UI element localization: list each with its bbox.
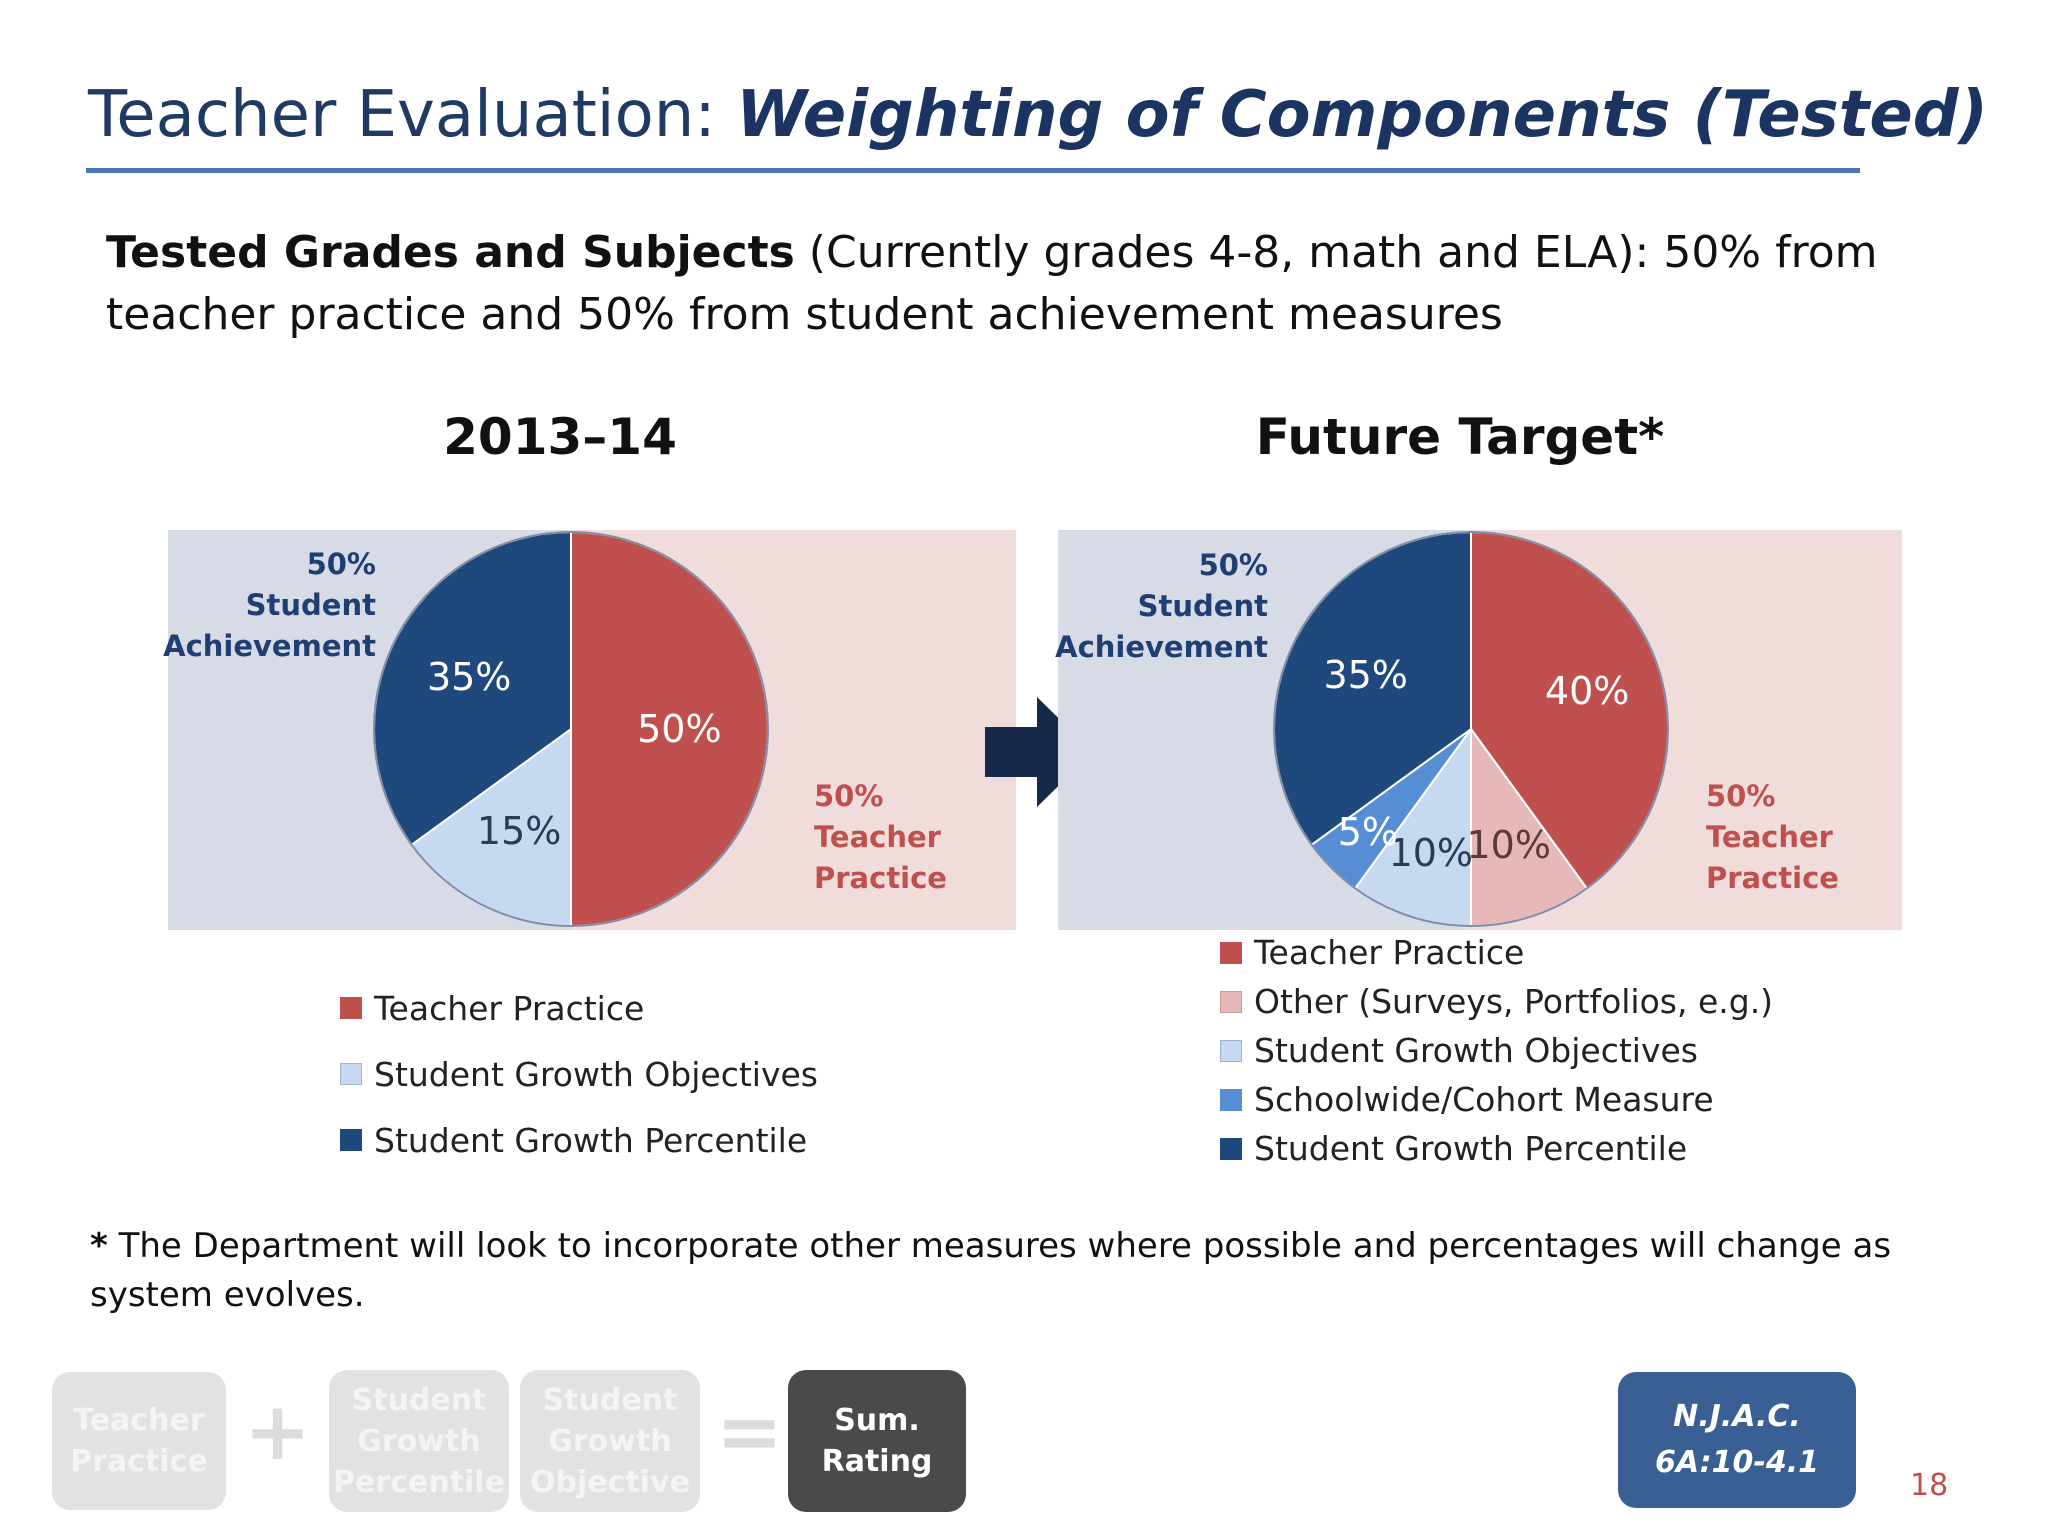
legend-item: Teacher Practice [1220,928,1773,977]
label-line: Student [1137,589,1268,623]
legend-swatch-teacher-practice [1220,941,1242,964]
plus-icon: + [244,1385,312,1478]
flow-line: Percentile [333,1464,505,1500]
label-line: Practice [814,861,947,895]
chart-title-future: Future Target* [1255,408,1665,466]
legend-swatch-schoolwide [1220,1088,1242,1111]
teacher-practice-label-left: 50% Teacher Practice [814,776,994,899]
flow-line: Student [542,1382,678,1418]
legend-label: Teacher Practice [374,988,645,1028]
flow-line: Objective [530,1464,690,1500]
pie-slice-label: 35% [1323,653,1408,698]
footnote: * The Department will look to incorporat… [90,1222,1990,1320]
label-line: Teacher [1706,820,1833,854]
pie-slice-label: 35% [426,655,512,700]
legend-swatch-sgp [340,1129,362,1151]
flow-line: Teacher [73,1403,205,1438]
pie-slice-label: 50% [637,707,722,751]
legend-label: Student Growth Objectives [374,1054,819,1094]
intro-bold: Tested Grades and Subjects [106,227,795,278]
label-line: Achievement [163,629,376,663]
pie-labels-2013: 50% 15% 35% [370,528,772,930]
intro-text: Tested Grades and Subjects (Currently gr… [106,222,1946,346]
flow-line: Growth [548,1423,672,1459]
flow-student-growth-percentile: Student Growth Percentile [329,1370,509,1512]
legend-item: Schoolwide/Cohort Measure [1220,1075,1773,1124]
pie-slice-label: 5% [1337,810,1399,855]
footnote-star: * [90,1226,108,1266]
legend-future: Teacher Practice Other (Surveys, Portfol… [1220,928,1773,1173]
flow-line: Rating [821,1444,933,1479]
transition-arrow-icon [985,697,1093,807]
flow-line: Practice [70,1444,208,1479]
flow-student-growth-objective: Student Growth Objective [520,1370,700,1512]
citation-badge: N.J.A.C. 6A:10-4.1 [1618,1372,1856,1508]
footnote-text: The Department will look to incorporate … [90,1226,1892,1315]
citation-line: N.J.A.C. [1673,1399,1801,1434]
pie-slice-label: 10% [1466,823,1551,868]
label-line: Achievement [1055,630,1268,664]
pie-outline [1273,531,1669,927]
pie-outline [373,531,769,927]
label-line: 50% [306,547,376,581]
teacher-practice-label-right: 50% Teacher Practice [1706,776,1886,899]
label-line: 50% [814,779,884,813]
pie-chart-future [1273,530,1669,928]
legend-swatch-sgo [340,1063,362,1085]
pie-slice-label: 15% [476,808,562,853]
label-line: Student [245,588,376,622]
chart-title-2013: 2013–14 [443,408,677,466]
label-line: Practice [1706,861,1839,895]
legend-item: Student Growth Objectives [1220,1026,1773,1075]
legend-label: Student Growth Percentile [1254,1129,1688,1168]
page-title: Teacher Evaluation: Weighting of Compone… [88,78,1988,152]
legend-swatch-other [1220,990,1242,1013]
title-plain: Teacher Evaluation: [88,78,737,152]
flow-teacher-practice: Teacher Practice [52,1372,226,1510]
title-underline [86,168,1860,173]
pie-slice-label: 10% [1388,830,1474,875]
flow-line: Sum. [834,1403,920,1438]
page-number: 18 [1910,1468,1949,1503]
legend-label: Teacher Practice [1254,933,1525,972]
flow-line: Student [351,1382,487,1418]
legend-label: Student Growth Percentile [374,1120,808,1160]
flow-line: Growth [357,1423,481,1459]
title-emphasis: Weighting of Components (Tested) [736,78,1988,152]
legend-label: Student Growth Objectives [1254,1031,1699,1070]
legend-item: Student Growth Percentile [340,1107,818,1173]
legend-label: Other (Surveys, Portfolios, e.g.) [1254,982,1774,1021]
pie-chart-2013 [373,530,769,928]
legend-item: Student Growth Percentile [1220,1124,1773,1173]
student-achievement-label-left: 50% Student Achievement [160,544,376,667]
label-line: 50% [1706,779,1776,813]
flow-sum-rating: Sum. Rating [788,1370,966,1512]
label-line: Teacher [814,820,941,854]
legend-2013: Teacher Practice Student Growth Objectiv… [340,975,818,1173]
intro-rest: (Currently grades 4-8, math and ELA): 50… [106,227,1878,340]
legend-item: Other (Surveys, Portfolios, e.g.) [1220,977,1773,1026]
legend-swatch-sgo [1220,1039,1242,1062]
pie-labels-future: 40% 10% 10% 5% 35% [1270,528,1672,930]
legend-swatch-sgp [1220,1137,1242,1160]
citation-line: 6A:10-4.1 [1655,1445,1819,1480]
equals-icon: = [716,1385,784,1478]
legend-label: Schoolwide/Cohort Measure [1254,1080,1714,1119]
legend-item: Teacher Practice [340,975,818,1041]
legend-swatch-teacher-practice [340,997,362,1019]
label-line: 50% [1198,548,1268,582]
legend-item: Student Growth Objectives [340,1041,818,1107]
student-achievement-label-right: 50% Student Achievement [1052,545,1268,668]
pie-slice-label: 40% [1544,669,1630,714]
